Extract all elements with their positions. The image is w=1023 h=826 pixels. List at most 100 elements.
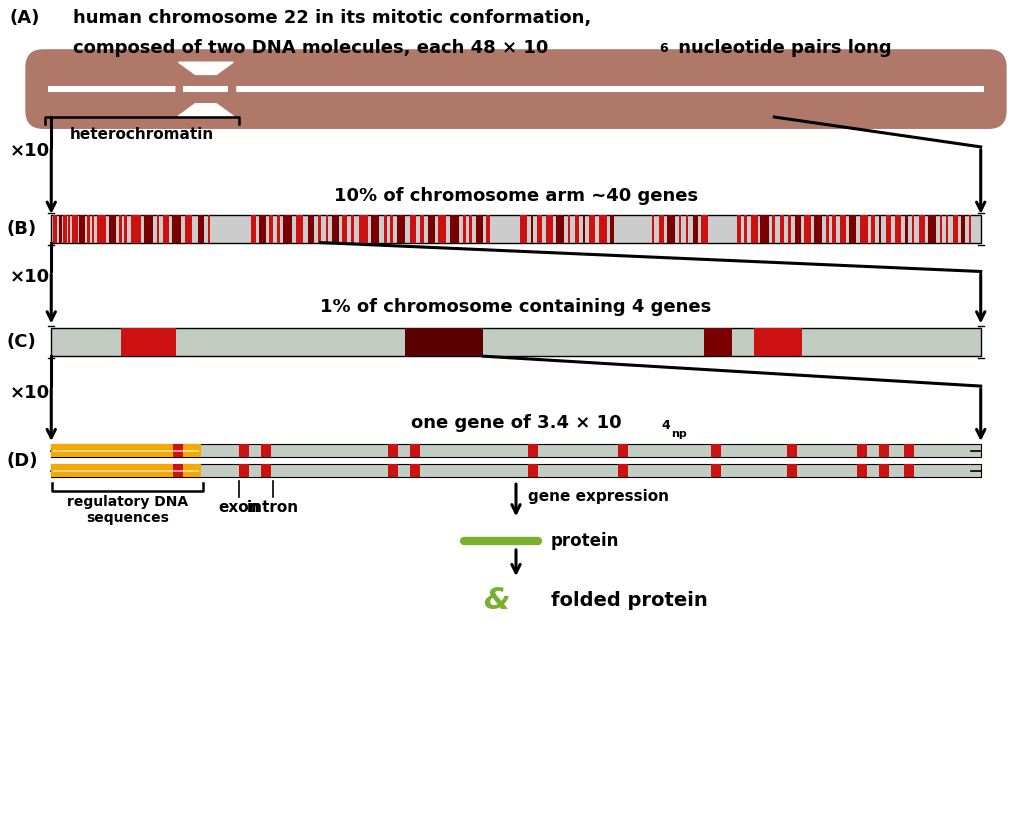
Bar — [53, 449, 198, 452]
Bar — [92, 215, 94, 243]
Bar — [659, 215, 664, 243]
Bar — [208, 215, 211, 243]
Bar — [598, 215, 607, 243]
Bar — [705, 328, 732, 356]
Bar — [555, 215, 565, 243]
Bar — [261, 444, 271, 458]
Bar — [317, 215, 321, 243]
Bar — [325, 215, 328, 243]
Bar — [911, 215, 915, 243]
Text: heterochromatin: heterochromatin — [70, 127, 214, 142]
Bar — [575, 215, 579, 243]
Bar — [905, 215, 908, 243]
Bar — [531, 215, 533, 243]
Bar — [119, 215, 122, 243]
Bar — [173, 444, 183, 458]
Text: gene expression: gene expression — [528, 489, 669, 504]
Bar — [410, 444, 420, 458]
Bar — [185, 215, 192, 243]
Text: composed of two DNA molecules, each 48 × 10: composed of two DNA molecules, each 48 ×… — [74, 40, 548, 57]
Text: ×10: ×10 — [9, 268, 49, 287]
Bar — [343, 215, 348, 243]
Bar — [308, 215, 313, 243]
Bar — [48, 87, 984, 92]
Bar — [969, 215, 971, 243]
Bar — [804, 215, 810, 243]
Text: np: np — [671, 429, 687, 439]
Bar — [87, 215, 90, 243]
Bar — [879, 215, 882, 243]
Text: (B): (B) — [6, 220, 37, 238]
Bar — [745, 215, 747, 243]
Bar — [296, 215, 303, 243]
Bar — [51, 328, 981, 356]
Text: exon: exon — [218, 501, 260, 515]
Bar — [51, 444, 201, 458]
Bar — [546, 215, 552, 243]
Bar — [702, 215, 709, 243]
Bar — [754, 328, 802, 356]
Bar — [332, 215, 340, 243]
Bar — [389, 444, 398, 458]
Bar — [157, 215, 160, 243]
Bar — [276, 215, 279, 243]
Bar — [251, 215, 256, 243]
Bar — [789, 215, 791, 243]
Text: regulatory DNA
sequences: regulatory DNA sequences — [66, 496, 188, 525]
Bar — [857, 464, 868, 477]
Bar — [849, 215, 856, 243]
Bar — [871, 215, 875, 243]
Bar — [711, 464, 721, 477]
Bar — [163, 215, 170, 243]
Bar — [537, 215, 542, 243]
Bar — [385, 215, 387, 243]
Bar — [197, 215, 205, 243]
Bar — [928, 215, 936, 243]
Bar — [760, 215, 769, 243]
Bar — [919, 215, 925, 243]
Bar — [371, 215, 379, 243]
Bar — [568, 215, 571, 243]
Bar — [259, 215, 266, 243]
Bar — [832, 215, 836, 243]
Text: protein: protein — [551, 532, 619, 550]
Bar — [886, 215, 891, 243]
Bar — [788, 464, 797, 477]
Bar — [438, 215, 446, 243]
Bar — [618, 464, 628, 477]
Bar — [711, 444, 721, 458]
Bar — [410, 215, 415, 243]
Bar — [51, 464, 981, 477]
Text: human chromosome 22 in its mitotic conformation,: human chromosome 22 in its mitotic confo… — [74, 9, 591, 27]
Bar — [261, 464, 271, 477]
Bar — [528, 464, 538, 477]
Text: 6: 6 — [660, 42, 668, 55]
Bar — [429, 215, 435, 243]
Bar — [124, 215, 127, 243]
Bar — [359, 215, 368, 243]
Bar — [940, 215, 942, 243]
Bar — [904, 464, 914, 477]
Bar — [904, 444, 914, 458]
Text: &: & — [483, 586, 509, 615]
Bar — [589, 215, 595, 243]
Text: (A): (A) — [9, 9, 40, 27]
Bar — [610, 215, 614, 243]
Text: 1% of chromosome containing 4 genes: 1% of chromosome containing 4 genes — [320, 298, 712, 316]
Bar — [520, 215, 528, 243]
Bar — [840, 215, 846, 243]
Bar — [946, 215, 948, 243]
FancyBboxPatch shape — [26, 50, 1007, 129]
Bar — [238, 444, 249, 458]
Bar — [63, 215, 66, 243]
Text: one gene of 3.4 × 10: one gene of 3.4 × 10 — [410, 414, 621, 432]
Bar — [895, 215, 901, 243]
Bar — [238, 464, 249, 477]
Text: folded protein: folded protein — [551, 591, 708, 610]
Bar — [879, 444, 889, 458]
Bar — [51, 444, 981, 458]
Bar — [51, 215, 981, 243]
Bar — [678, 215, 681, 243]
Bar — [109, 215, 116, 243]
Bar — [814, 215, 821, 243]
